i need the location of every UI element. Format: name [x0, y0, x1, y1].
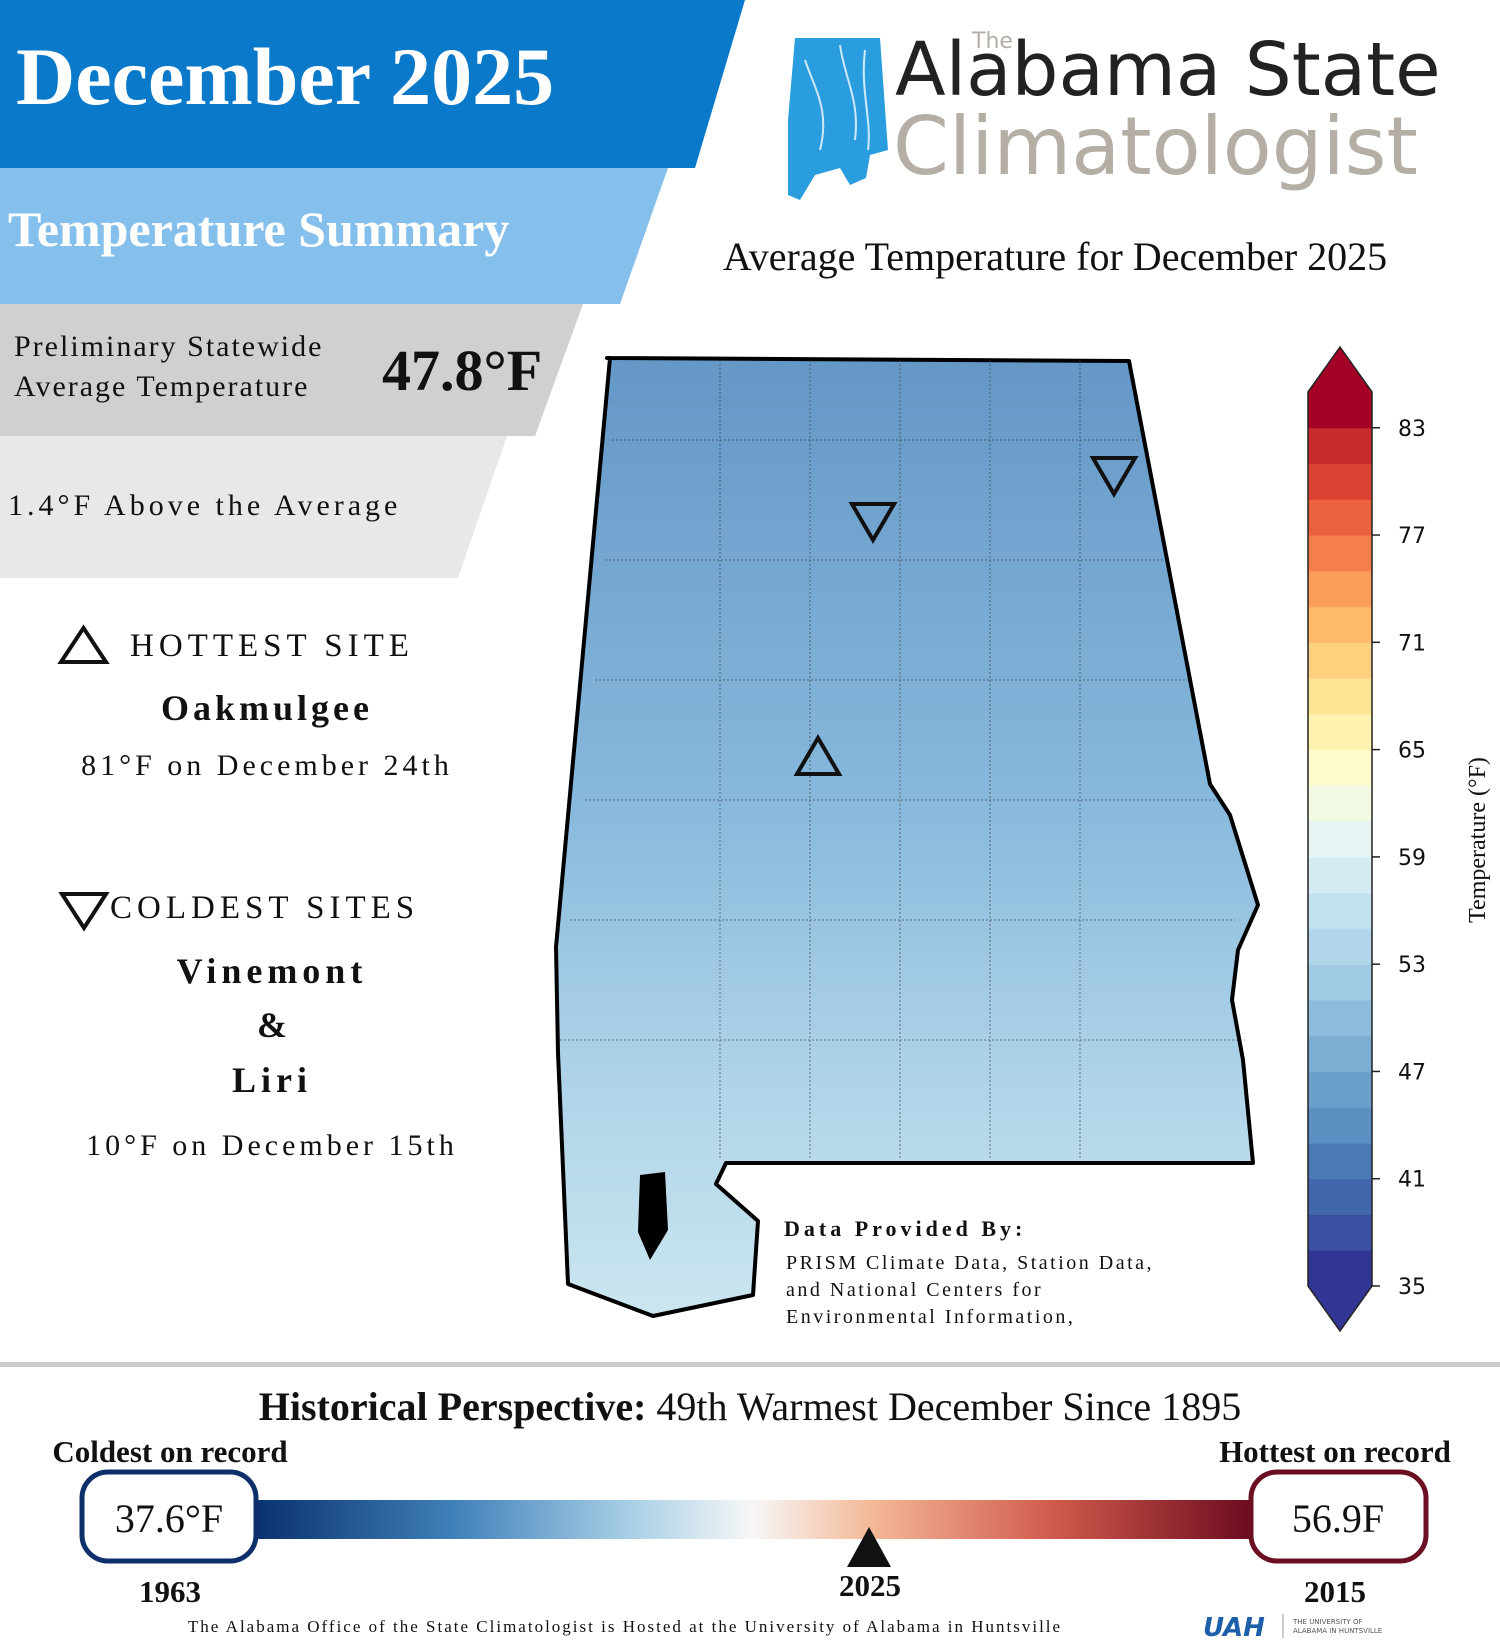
- uah-name: THE UNIVERSITY OF: [1292, 1618, 1363, 1626]
- uah-logo: UAH: [1203, 1613, 1265, 1643]
- statewide-band: [0, 304, 583, 436]
- colorbar-tick-label: 83: [1398, 417, 1426, 442]
- coldest-connector: &: [257, 1005, 287, 1045]
- history-title: Historical Perspective: 49th Warmest Dece…: [259, 1384, 1241, 1429]
- colorbar-tick-label: 53: [1398, 953, 1426, 978]
- colorbar-label: Temperature (°F): [1465, 757, 1491, 923]
- colorbar-tick-label: 77: [1398, 524, 1426, 549]
- colorbar-band: [1308, 606, 1372, 643]
- anomaly-band: [0, 436, 507, 578]
- colorbar-band: [1308, 964, 1372, 1001]
- statewide-label: Average Temperature: [14, 370, 309, 403]
- coldest-marker: [848, 502, 898, 544]
- county-lines: [560, 360, 1245, 1160]
- statewide-label: Preliminary Statewide: [14, 330, 323, 363]
- colorbar-band: [1308, 678, 1372, 715]
- colorbar-band: [1308, 1035, 1372, 1072]
- current-year: 2025: [839, 1568, 901, 1603]
- hottest-marker: [793, 734, 843, 776]
- colorbar-band: [1308, 892, 1372, 929]
- colorbar-band: [1308, 1178, 1372, 1215]
- footer-text: The Alabama Office of the State Climatol…: [188, 1617, 1062, 1636]
- colorbar-outline: [1307, 345, 1373, 1333]
- colorbar-band: [1308, 928, 1372, 965]
- logo-state-shape: [788, 38, 888, 200]
- colorbar-extend-high: [1308, 347, 1372, 392]
- coldest-record-value: 37.6°F: [115, 1496, 223, 1541]
- colorbar-band: [1308, 642, 1372, 679]
- colorbar-band: [1308, 785, 1372, 822]
- colorbar-band: [1308, 392, 1372, 429]
- subtitle-banner: [0, 168, 668, 304]
- colorbar-band: [1308, 1214, 1372, 1251]
- colorbar-tick-label: 59: [1398, 846, 1426, 871]
- colorbar-band: [1308, 713, 1372, 751]
- colorbar-band: [1308, 856, 1372, 894]
- credit-line: PRISM Climate Data, Station Data,: [786, 1252, 1154, 1274]
- credit-line: Environmental Information,: [786, 1306, 1075, 1328]
- logo-rivers: [804, 44, 870, 151]
- hottest-record-value: 56.9F: [1292, 1496, 1384, 1541]
- anomaly: 1.4°F Above the Average: [8, 489, 401, 522]
- logo-line2: Climatologist: [893, 100, 1418, 193]
- history-gradient: [250, 1500, 1255, 1539]
- coldest-year: 1963: [139, 1574, 201, 1609]
- title: December 2025: [16, 31, 554, 122]
- credit-heading: Data Provided By:: [784, 1216, 1026, 1241]
- current-year-marker: [847, 1527, 891, 1567]
- coldest-record-label: Coldest on record: [52, 1434, 287, 1469]
- coldest-site: Vinemont: [177, 951, 368, 991]
- colorbar-band: [1308, 499, 1372, 536]
- hottest-record-box: [1248, 1469, 1429, 1564]
- colorbar-band: [1308, 821, 1372, 858]
- colorbar: 35 41 47 53 59 65 71 77 83: [1307, 345, 1426, 1333]
- colorbar-band: [1308, 427, 1372, 465]
- colorbar-tick-label: 65: [1398, 739, 1426, 764]
- coldest-record-box: [79, 1469, 259, 1564]
- colorbar-tick-label: 47: [1398, 1060, 1426, 1085]
- colorbar-band: [1308, 1107, 1372, 1144]
- hottest-site: Oakmulgee: [161, 688, 373, 728]
- colorbar-tick-label: 35: [1398, 1275, 1426, 1300]
- credit-line: and National Centers for: [786, 1279, 1043, 1301]
- uah-name: ALABAMA IN HUNTSVILLE: [1293, 1627, 1382, 1635]
- state-map: [554, 356, 1260, 1318]
- colorbar-tick-label: 71: [1398, 631, 1426, 656]
- colorbar-band: [1308, 1250, 1372, 1287]
- colorbar-band: [1308, 1142, 1372, 1180]
- hottest-detail: 81°F on December 24th: [81, 749, 453, 782]
- separator: [0, 1362, 1500, 1367]
- hottest-heading: HOTTEST SITE: [130, 628, 414, 664]
- history-heading: Historical Perspective:: [259, 1384, 647, 1429]
- colorbar-band: [1308, 570, 1372, 608]
- colorbar-band: [1308, 463, 1372, 500]
- map-title: Average Temperature for December 2025: [723, 234, 1387, 279]
- mobile-bay: [638, 1172, 668, 1260]
- coldest-icon: [58, 892, 110, 932]
- colorbar-band: [1308, 535, 1372, 572]
- coldest-heading: COLDEST SITES: [110, 890, 419, 926]
- colorbar-extend-low: [1308, 1286, 1372, 1331]
- coldest-marker: [1089, 456, 1139, 498]
- colorbar-band: [1308, 749, 1372, 786]
- title-banner: [0, 0, 745, 168]
- logo-line1: Alabama State: [895, 27, 1441, 113]
- logo-small: The: [971, 29, 1013, 54]
- statewide-value: 47.8°F: [382, 338, 542, 403]
- colorbar-tick-label: 41: [1398, 1168, 1426, 1193]
- hottest-year: 2015: [1304, 1574, 1366, 1609]
- subtitle: Temperature Summary: [8, 201, 509, 257]
- coldest-detail: 10°F on December 15th: [86, 1129, 458, 1162]
- history-text: 49th Warmest December Since 1895: [656, 1384, 1241, 1429]
- hottest-icon: [57, 624, 110, 664]
- colorbar-band: [1308, 999, 1372, 1037]
- hottest-record-label: Hottest on record: [1219, 1434, 1451, 1469]
- colorbar-band: [1308, 1071, 1372, 1108]
- coldest-site: Liri: [232, 1060, 312, 1100]
